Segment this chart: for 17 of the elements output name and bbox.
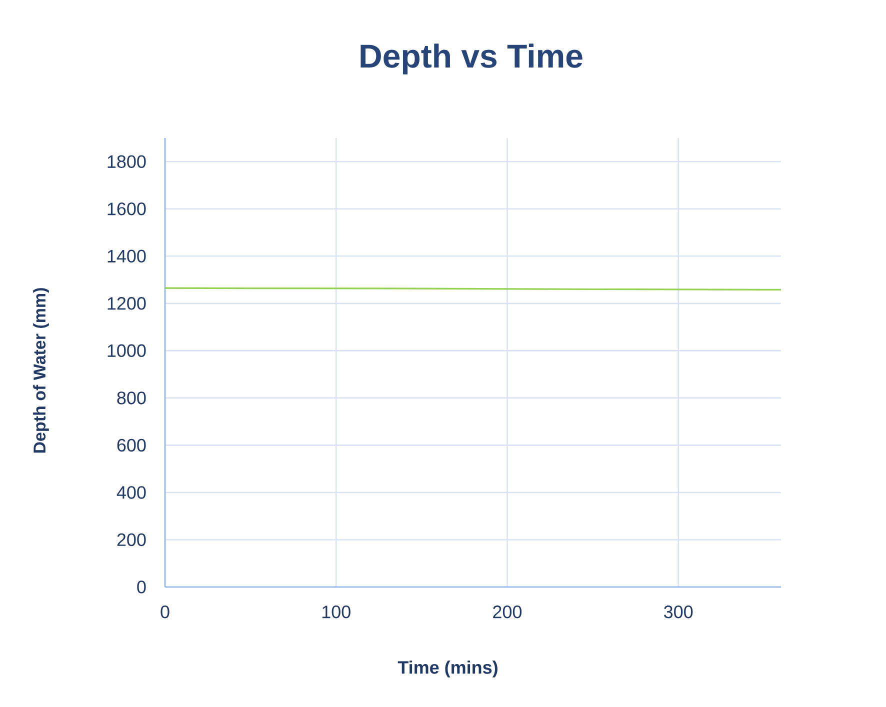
y-tick-label: 0 — [137, 580, 146, 594]
y-tick-label: 200 — [117, 533, 146, 546]
x-tick-label: 200 — [493, 606, 522, 618]
x-tick-label: 100 — [322, 606, 350, 618]
chart-title: Depth vs Time — [360, 44, 582, 74]
y-axis-title: Depth of Water (mm) — [33, 288, 49, 453]
y-tick-label: 600 — [117, 438, 146, 452]
y-tick-label: 800 — [117, 392, 146, 404]
y-tick-label: 1400 — [108, 250, 146, 263]
x-tick-label: 300 — [664, 606, 693, 618]
y-tick-label: 1600 — [108, 202, 146, 216]
x-axis-title: Time (mins) — [398, 660, 498, 678]
x-tick-label: 0 — [160, 606, 170, 618]
y-tick-label: 1200 — [108, 297, 146, 310]
y-tick-label: 1800 — [108, 155, 146, 168]
y-tick-label: 1000 — [108, 344, 146, 358]
y-tick-label: 400 — [116, 486, 146, 499]
